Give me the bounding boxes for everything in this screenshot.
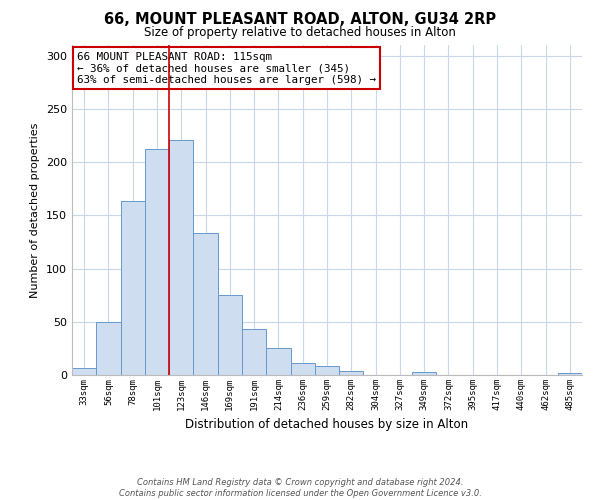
Bar	[193, 234, 218, 375]
Bar	[339, 370, 364, 375]
X-axis label: Distribution of detached houses by size in Alton: Distribution of detached houses by size …	[185, 418, 469, 432]
Bar	[315, 366, 339, 375]
Bar	[96, 322, 121, 375]
Bar	[145, 150, 169, 375]
Bar	[242, 329, 266, 375]
Bar	[558, 373, 582, 375]
Bar	[169, 140, 193, 375]
Bar	[218, 295, 242, 375]
Text: Contains HM Land Registry data © Crown copyright and database right 2024.
Contai: Contains HM Land Registry data © Crown c…	[119, 478, 481, 498]
Text: 66 MOUNT PLEASANT ROAD: 115sqm
← 36% of detached houses are smaller (345)
63% of: 66 MOUNT PLEASANT ROAD: 115sqm ← 36% of …	[77, 52, 376, 85]
Bar	[72, 368, 96, 375]
Y-axis label: Number of detached properties: Number of detached properties	[31, 122, 40, 298]
Bar	[290, 364, 315, 375]
Bar	[266, 348, 290, 375]
Bar	[412, 372, 436, 375]
Bar	[121, 202, 145, 375]
Text: 66, MOUNT PLEASANT ROAD, ALTON, GU34 2RP: 66, MOUNT PLEASANT ROAD, ALTON, GU34 2RP	[104, 12, 496, 28]
Text: Size of property relative to detached houses in Alton: Size of property relative to detached ho…	[144, 26, 456, 39]
